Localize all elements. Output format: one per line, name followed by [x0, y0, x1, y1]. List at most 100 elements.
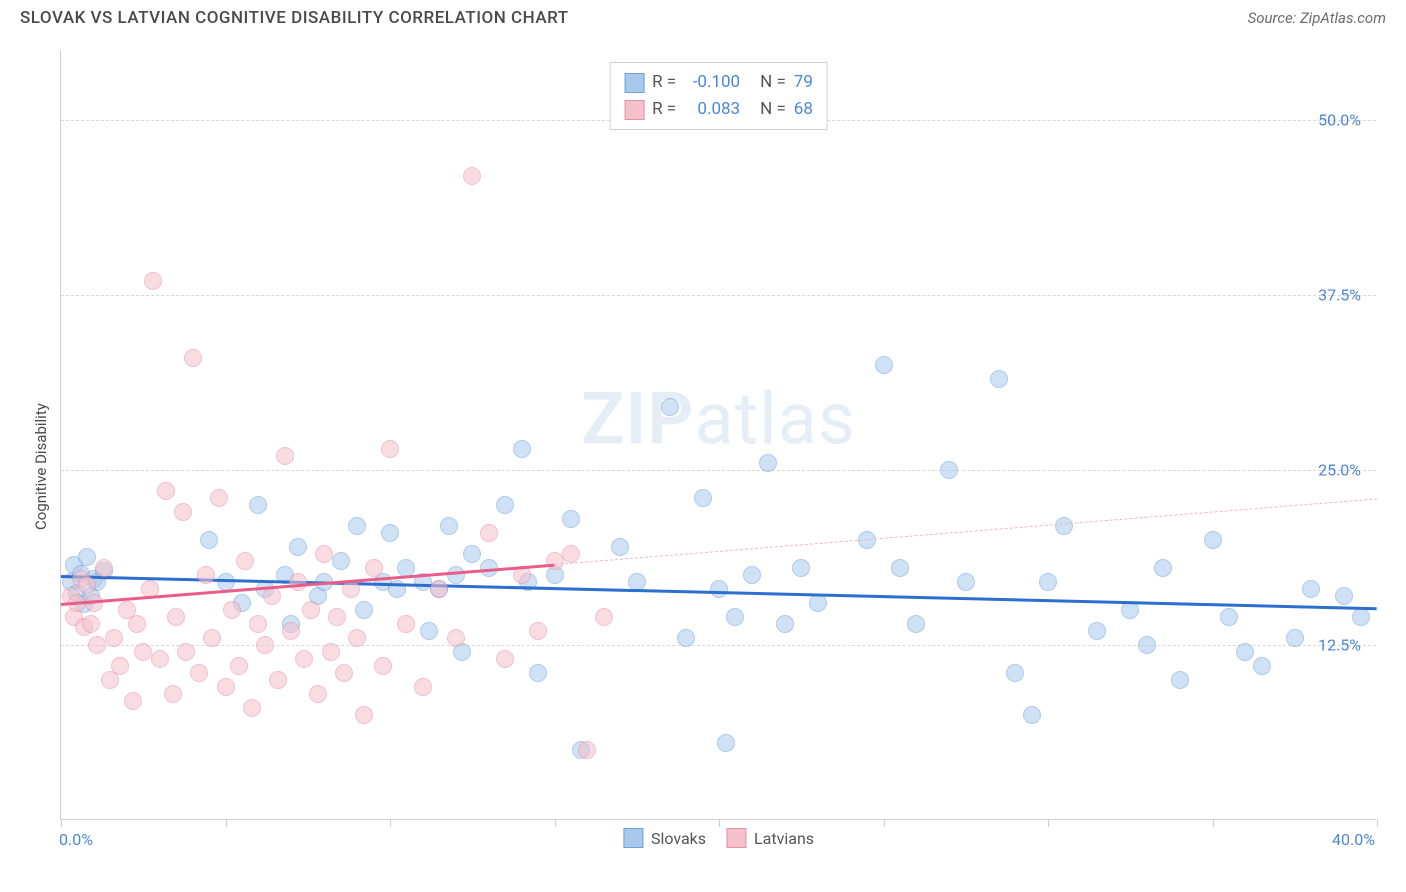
trend-line-dashed	[554, 498, 1377, 565]
data-point	[256, 636, 274, 654]
data-point	[1286, 629, 1304, 647]
data-point	[190, 664, 208, 682]
x-tick-label: 40.0%	[1332, 830, 1375, 849]
data-point	[1171, 671, 1189, 689]
data-point	[743, 566, 761, 584]
data-point	[128, 615, 146, 633]
chart-source: Source: ZipAtlas.com	[1248, 9, 1386, 27]
data-point	[223, 601, 241, 619]
data-point	[875, 356, 893, 374]
x-tick	[61, 819, 62, 827]
data-point	[164, 685, 182, 703]
data-point	[529, 622, 547, 640]
data-point	[562, 510, 580, 528]
data-point	[144, 272, 162, 290]
x-tick-label: 0.0%	[59, 830, 93, 849]
data-point	[694, 489, 712, 507]
series-legend-item: Slovaks	[623, 828, 706, 848]
data-point	[957, 573, 975, 591]
data-point	[792, 559, 810, 577]
data-point	[1154, 559, 1172, 577]
x-tick	[555, 819, 556, 827]
data-point	[134, 643, 152, 661]
data-point	[463, 545, 481, 563]
data-point	[759, 454, 777, 472]
legend-swatch	[623, 828, 643, 848]
stat-r-value: -0.100	[684, 69, 740, 96]
data-point	[1088, 622, 1106, 640]
data-point	[105, 629, 123, 647]
stat-r-label: R =	[652, 69, 676, 96]
data-point	[365, 559, 383, 577]
data-point	[940, 461, 958, 479]
data-point	[1055, 517, 1073, 535]
data-point	[1253, 657, 1271, 675]
data-point	[236, 552, 254, 570]
x-tick	[226, 819, 227, 827]
data-point	[529, 664, 547, 682]
data-point	[677, 629, 695, 647]
data-point	[157, 482, 175, 500]
data-point	[710, 580, 728, 598]
chart-title: SLOVAK VS LATVIAN COGNITIVE DISABILITY C…	[20, 8, 569, 28]
data-point	[907, 615, 925, 633]
data-point	[210, 489, 228, 507]
data-point	[167, 608, 185, 626]
x-tick	[1048, 819, 1049, 827]
chart-header: SLOVAK VS LATVIAN COGNITIVE DISABILITY C…	[0, 0, 1406, 28]
data-point	[328, 608, 346, 626]
data-point	[355, 601, 373, 619]
y-tick-label: 25.0%	[1318, 461, 1361, 480]
data-point	[289, 573, 307, 591]
data-point	[355, 706, 373, 724]
data-point	[1236, 643, 1254, 661]
data-point	[1023, 706, 1041, 724]
data-point	[891, 559, 909, 577]
data-point	[513, 440, 531, 458]
data-point	[203, 629, 221, 647]
watermark: ZIPatlas	[581, 377, 856, 462]
stats-legend-row: R =-0.100N =79	[624, 69, 813, 96]
data-point	[282, 622, 300, 640]
data-point	[1006, 664, 1024, 682]
data-point	[611, 538, 629, 556]
y-tick-label: 50.0%	[1318, 111, 1361, 130]
data-point	[309, 685, 327, 703]
data-point	[151, 650, 169, 668]
data-point	[82, 615, 100, 633]
data-point	[381, 440, 399, 458]
chart-container: Cognitive Disability ZIPatlas 12.5%25.0%…	[20, 40, 1386, 850]
data-point	[217, 678, 235, 696]
x-tick	[884, 819, 885, 827]
data-point	[381, 524, 399, 542]
series-legend-label: Slovaks	[651, 829, 706, 848]
data-point	[197, 566, 215, 584]
data-point	[1220, 608, 1238, 626]
series-legend-label: Latvians	[754, 829, 814, 848]
data-point	[124, 692, 142, 710]
data-point	[1138, 636, 1156, 654]
legend-swatch	[624, 73, 644, 93]
x-tick	[1213, 819, 1214, 827]
data-point	[348, 517, 366, 535]
data-point	[276, 447, 294, 465]
data-point	[374, 657, 392, 675]
data-point	[88, 636, 106, 654]
data-point	[595, 608, 613, 626]
data-point	[315, 545, 333, 563]
y-tick-label: 37.5%	[1318, 286, 1361, 305]
watermark-zip: ZIP	[581, 377, 694, 462]
data-point	[174, 503, 192, 521]
data-point	[1352, 608, 1370, 626]
data-point	[546, 552, 564, 570]
data-point	[463, 167, 481, 185]
data-point	[990, 370, 1008, 388]
x-tick	[390, 819, 391, 827]
data-point	[295, 650, 313, 668]
data-point	[348, 629, 366, 647]
y-tick-label: 12.5%	[1318, 636, 1361, 655]
data-point	[302, 601, 320, 619]
data-point	[430, 580, 448, 598]
stat-n-value: 79	[794, 69, 813, 96]
plot-area: ZIPatlas 12.5%25.0%37.5%50.0%0.0%40.0%R …	[60, 50, 1376, 820]
